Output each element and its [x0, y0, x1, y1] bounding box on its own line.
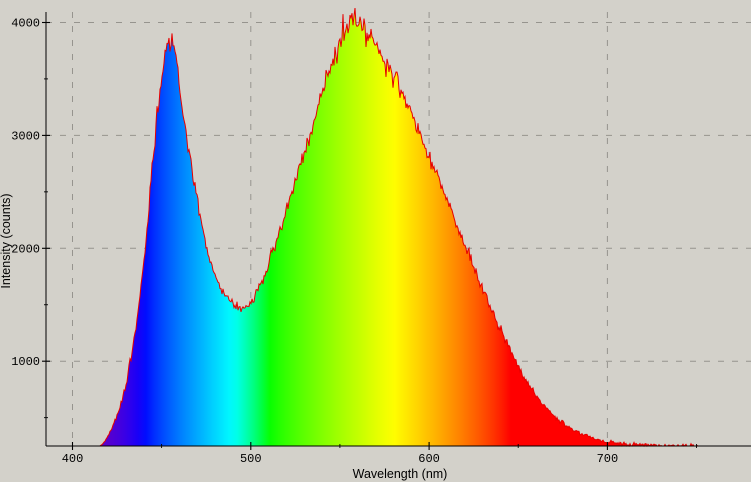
svg-text:500: 500	[240, 452, 262, 466]
svg-text:600: 600	[418, 452, 440, 466]
svg-text:4000: 4000	[11, 17, 40, 31]
svg-text:Intensity (counts): Intensity (counts)	[0, 193, 13, 288]
svg-text:700: 700	[597, 452, 619, 466]
svg-text:1000: 1000	[11, 355, 40, 369]
svg-text:400: 400	[62, 452, 84, 466]
svg-text:2000: 2000	[11, 242, 40, 256]
svg-text:Wavelength (nm): Wavelength (nm)	[353, 467, 448, 481]
svg-text:3000: 3000	[11, 129, 40, 143]
